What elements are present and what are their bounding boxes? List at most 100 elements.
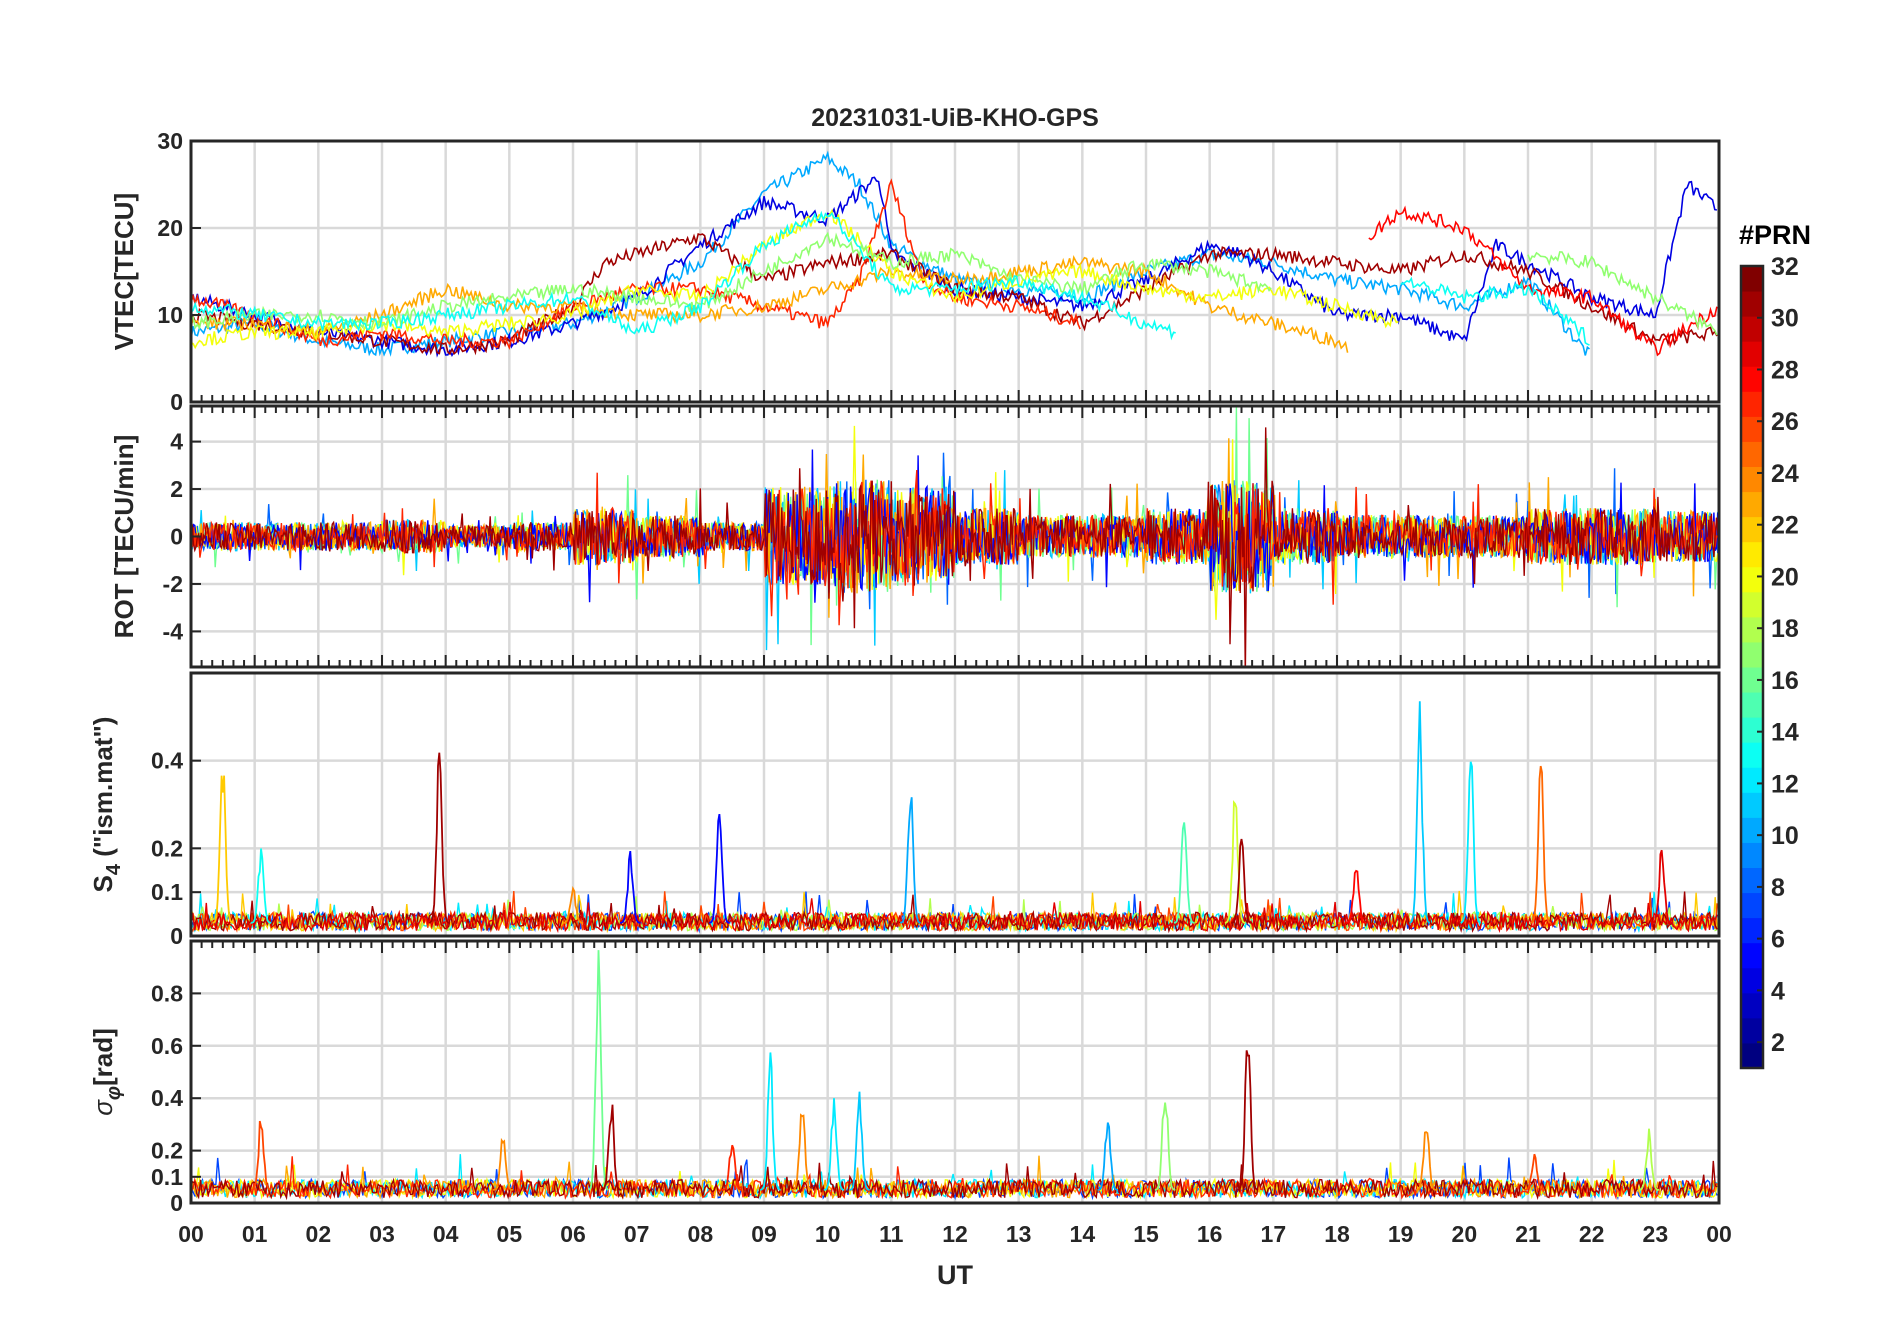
colorbar-tick-label: 12 [1771,770,1799,798]
y-axis-label: ROT [TECU/min] [109,435,139,639]
spike-prn-22 [212,775,234,924]
colorbar-tick-label: 6 [1771,926,1785,954]
y-tick-label: 0 [170,1190,183,1216]
colorbar-segment [1741,692,1763,718]
spike-prn-27 [721,1144,743,1191]
series-group [191,950,1718,1201]
colorbar-tick-label: 10 [1771,822,1799,850]
spike-prn-31 [1237,1050,1259,1191]
colorbar-segment [1741,366,1763,392]
colorbar-segment [1741,441,1763,467]
y-tick-label: 2 [170,476,183,502]
y-tick-label: 0.2 [151,1138,183,1164]
x-tick-label: 07 [624,1221,650,1247]
y-tick-label: 30 [157,128,183,154]
colorbar-segment [1741,792,1763,818]
colorbar-tick-label: 2 [1771,1029,1785,1057]
colorbar-tick-label: 26 [1771,408,1799,436]
panel-vtec: 0 10 20 30 VTEC[TECU] [109,128,1721,415]
x-tick-label: 13 [1006,1221,1032,1247]
y-tick-label: 0.1 [151,879,183,905]
series-group [191,150,1718,358]
colorbar-segment [1741,942,1763,969]
series-line-prn-31 [191,1160,1718,1201]
series-line-prn-27 [191,469,1719,626]
colorbar-segment [1741,291,1763,317]
y-tick-label: 0 [170,389,183,415]
x-tick-label: 11 [879,1221,904,1247]
colorbar-segment [1741,717,1763,743]
spike-prn-24 [791,1113,813,1191]
x-tick-label: 19 [1388,1221,1414,1247]
colorbar-segment [1741,616,1763,643]
colorbar-segment [1741,667,1763,693]
series-line-prn-4 [191,176,1718,358]
series-line-prn-31 [191,427,1719,667]
colorbar-segment [1741,1042,1763,1069]
y-label-rest: [rad] [88,1028,118,1086]
series-group [191,406,1719,667]
spike-prn-12 [759,1052,781,1191]
series-line-prn-27 [191,1156,1718,1201]
x-tick-label: 16 [1197,1221,1223,1247]
spike-prn-12 [1460,761,1482,924]
spike-prn-16 [588,950,609,1191]
spike-prn-15 [1173,822,1195,924]
colorbar-tick-label: 32 [1771,253,1799,281]
spike-prn-26 [250,1120,272,1191]
y-tick-label: -4 [163,618,184,644]
spike-prn-13 [250,848,272,924]
x-tick-label: 18 [1324,1221,1350,1247]
colorbar-segment [1741,316,1763,342]
series-line-prn-17 [191,231,1272,332]
colorbar-tick-label: 14 [1771,719,1799,747]
colorbar-segment [1741,892,1763,919]
colorbar-tick-label: 8 [1771,874,1785,902]
colorbar-segment [1741,341,1763,367]
colorbar-tick-label: 22 [1771,512,1799,540]
x-tick-label: 00 [178,1221,204,1247]
x-tick-label: 15 [1133,1221,1159,1247]
spike-prn-19 [1224,800,1246,924]
y-tick-label: 0.6 [151,1033,183,1059]
x-tick-label: 06 [560,1221,586,1247]
x-tick-label: 14 [1070,1221,1096,1247]
spike-prn-31 [428,752,450,924]
chart-title: 20231031-UiB-KHO-GPS [811,104,1099,132]
colorbar-segment [1741,967,1763,994]
x-axis-label: UT [937,1260,973,1290]
x-tick-label: 12 [942,1221,968,1247]
x-tick-label: 03 [369,1221,395,1247]
series-line-prn-20 [191,208,1399,350]
series-group [191,701,1718,934]
y-label-main: σ [88,1099,118,1116]
spike-prn-24 [562,885,584,924]
x-tick-label: 20 [1452,1221,1478,1247]
spike-prn-10 [899,797,921,924]
spike-prn-24 [492,1137,514,1191]
y-tick-label: 0.4 [151,1085,183,1111]
y-label-sub: 4 [103,863,125,875]
y-tick-label: 4 [170,429,183,455]
spike-prn-5 [709,813,730,924]
colorbar-segment [1741,842,1763,868]
spike-prn-11 [849,1091,870,1191]
colorbar-segment [1741,917,1763,944]
x-tick-label: 10 [815,1221,841,1247]
y-axis-label: σφ[rad] [88,1028,125,1116]
x-tick-label: 00 [1706,1221,1732,1247]
colorbar-segment [1741,817,1763,843]
spike-prn-31 [1231,838,1252,924]
colorbar-segment [1741,266,1763,292]
spike-prn-5 [620,850,641,924]
series-line-prn-17 [1527,251,1718,336]
y-axis-label: S4 ("ism.mat") [88,717,125,893]
series-line-prn-31 [191,891,1718,934]
colorbar-segment [1741,466,1763,493]
spike-prn-11 [1409,701,1431,924]
spike-prn-25 [1530,765,1552,924]
y-label-rest: ("ism.mat") [88,717,118,864]
x-tick-label: 17 [1261,1221,1287,1247]
colorbar-tick-label: 18 [1771,615,1799,643]
